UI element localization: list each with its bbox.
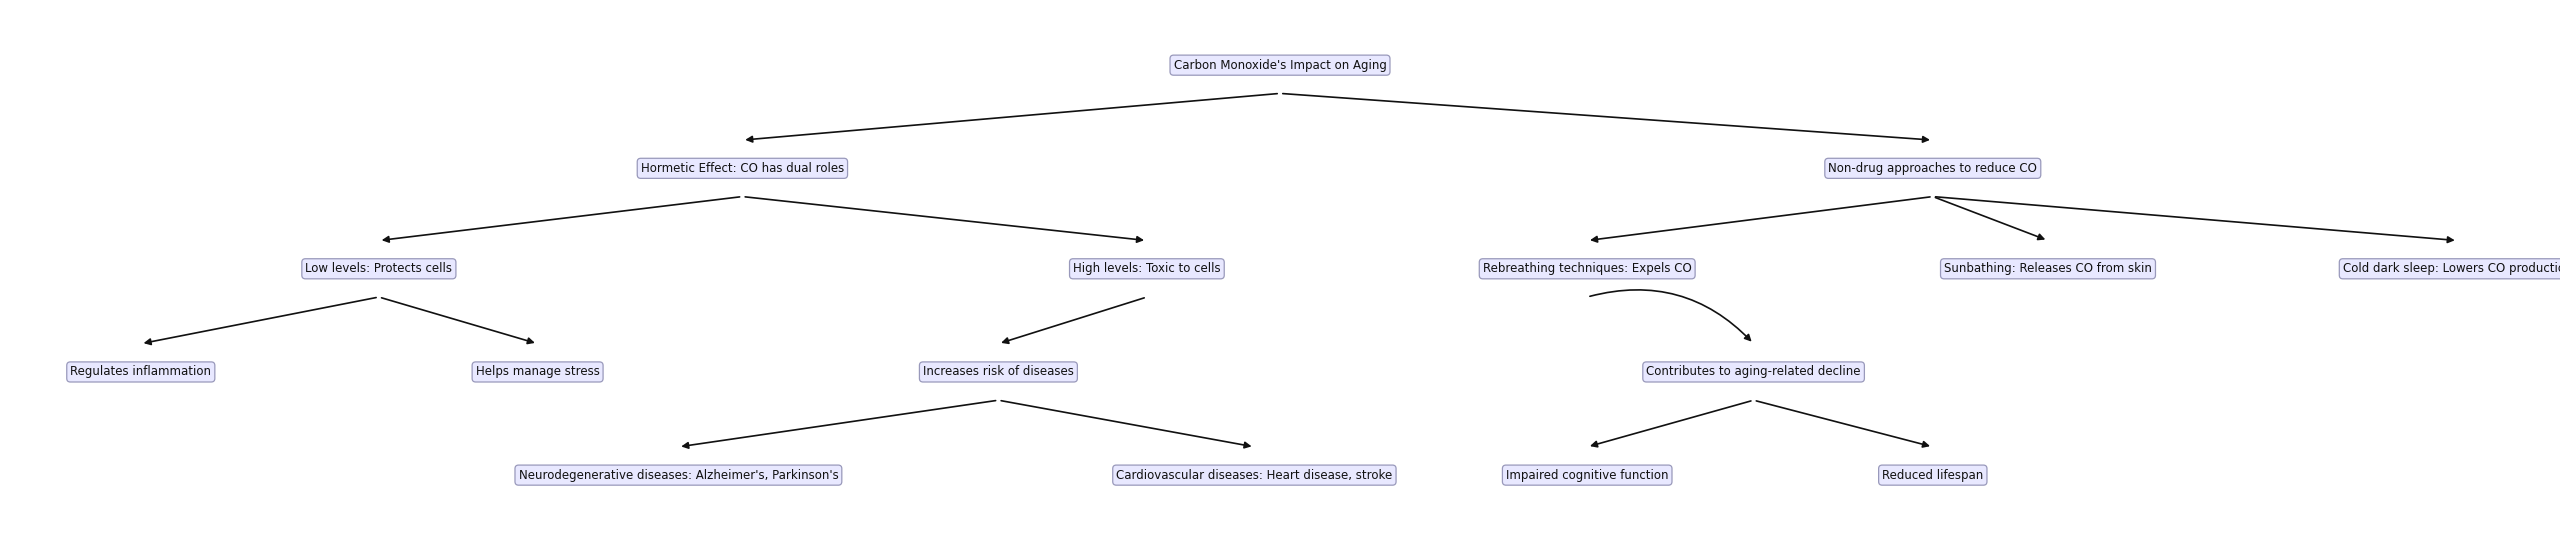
Text: Rebreathing techniques: Expels CO: Rebreathing techniques: Expels CO [1482, 262, 1692, 275]
Text: Non-drug approaches to reduce CO: Non-drug approaches to reduce CO [1828, 162, 2038, 175]
Text: Low levels: Protects cells: Low levels: Protects cells [305, 262, 453, 275]
Text: Sunbathing: Releases CO from skin: Sunbathing: Releases CO from skin [1943, 262, 2153, 275]
Text: Cardiovascular diseases: Heart disease, stroke: Cardiovascular diseases: Heart disease, … [1116, 469, 1393, 482]
Text: Reduced lifespan: Reduced lifespan [1882, 469, 1984, 482]
Text: Contributes to aging-related decline: Contributes to aging-related decline [1646, 365, 1861, 378]
Text: Carbon Monoxide's Impact on Aging: Carbon Monoxide's Impact on Aging [1172, 59, 1388, 72]
Text: Impaired cognitive function: Impaired cognitive function [1505, 469, 1669, 482]
Text: Hormetic Effect: CO has dual roles: Hormetic Effect: CO has dual roles [640, 162, 845, 175]
Text: High levels: Toxic to cells: High levels: Toxic to cells [1073, 262, 1221, 275]
Text: Increases risk of diseases: Increases risk of diseases [924, 365, 1073, 378]
Text: Cold dark sleep: Lowers CO production: Cold dark sleep: Lowers CO production [2342, 262, 2560, 275]
Text: Helps manage stress: Helps manage stress [476, 365, 599, 378]
Text: Neurodegenerative diseases: Alzheimer's, Parkinson's: Neurodegenerative diseases: Alzheimer's,… [520, 469, 837, 482]
Text: Regulates inflammation: Regulates inflammation [69, 365, 212, 378]
